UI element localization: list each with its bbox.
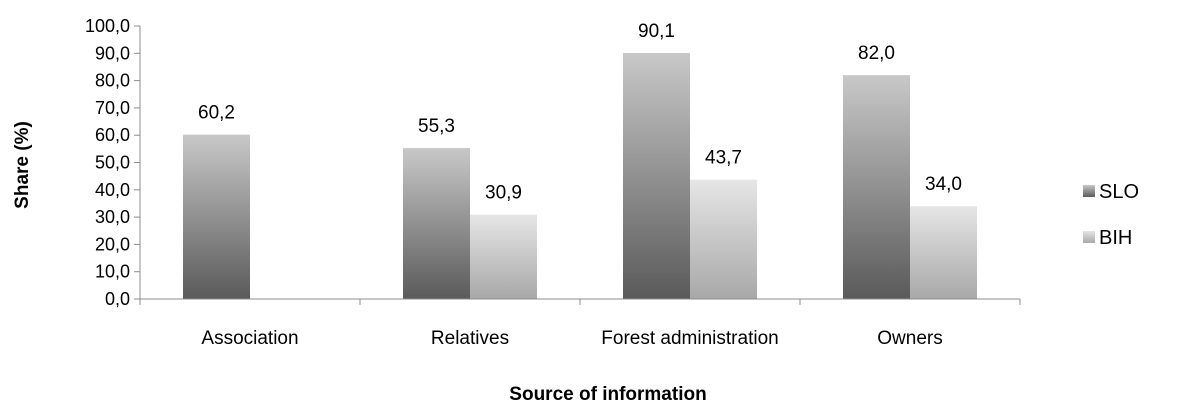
value-labels-group: 60,2 55,3 90,1 82,0 30,9 43,7 34,0 bbox=[198, 21, 962, 204]
bar-slo bbox=[843, 75, 910, 299]
bar-slo bbox=[183, 134, 250, 299]
y-tick-label: 20,0 bbox=[95, 234, 130, 254]
data-label: 60,2 bbox=[198, 103, 235, 124]
y-tick-label: 80,0 bbox=[95, 71, 130, 91]
x-tick-label: Association bbox=[201, 328, 298, 349]
data-label: 82,0 bbox=[858, 43, 895, 64]
y-tick-label: 40,0 bbox=[95, 180, 130, 200]
y-tick-label: 100,0 bbox=[85, 16, 130, 36]
bars-group bbox=[183, 53, 977, 299]
bar-bih bbox=[910, 206, 977, 299]
data-label: 43,7 bbox=[705, 148, 742, 169]
y-tick-label: 60,0 bbox=[95, 125, 130, 145]
bar-slo bbox=[623, 53, 690, 299]
data-label: 90,1 bbox=[638, 21, 675, 42]
x-tick-label: Owners bbox=[877, 328, 942, 349]
x-axis: Association Relatives Forest administratio… bbox=[139, 298, 1021, 349]
y-tick-label: 0,0 bbox=[105, 289, 130, 309]
y-tick-label: 50,0 bbox=[95, 153, 130, 173]
x-tick-label: Forest administration bbox=[601, 328, 778, 349]
bar-bih bbox=[470, 214, 537, 299]
bar-bih bbox=[690, 179, 757, 299]
legend: SLO BIH bbox=[1083, 181, 1139, 249]
x-axis-title: Source of information bbox=[509, 384, 706, 405]
x-tick-label: Relatives bbox=[431, 328, 509, 349]
bar-slo bbox=[403, 148, 470, 299]
legend-label: SLO bbox=[1099, 181, 1139, 203]
y-tick-label: 70,0 bbox=[95, 98, 130, 118]
data-label: 34,0 bbox=[925, 174, 962, 195]
y-axis-title: Share (%) bbox=[12, 121, 33, 209]
data-label: 55,3 bbox=[418, 116, 455, 137]
legend-swatch-bih bbox=[1083, 231, 1095, 243]
y-tick-label: 10,0 bbox=[95, 262, 130, 282]
legend-swatch-slo bbox=[1083, 185, 1095, 197]
y-axis: 0,0 10,0 20,0 30,0 40,0 50,0 60,0 70,0 80,0 90,0 1… bbox=[85, 16, 141, 309]
data-label: 30,9 bbox=[485, 183, 522, 204]
y-tick-label: 30,0 bbox=[95, 207, 130, 227]
y-tick-label: 90,0 bbox=[95, 43, 130, 63]
legend-label: BIH bbox=[1099, 227, 1132, 249]
